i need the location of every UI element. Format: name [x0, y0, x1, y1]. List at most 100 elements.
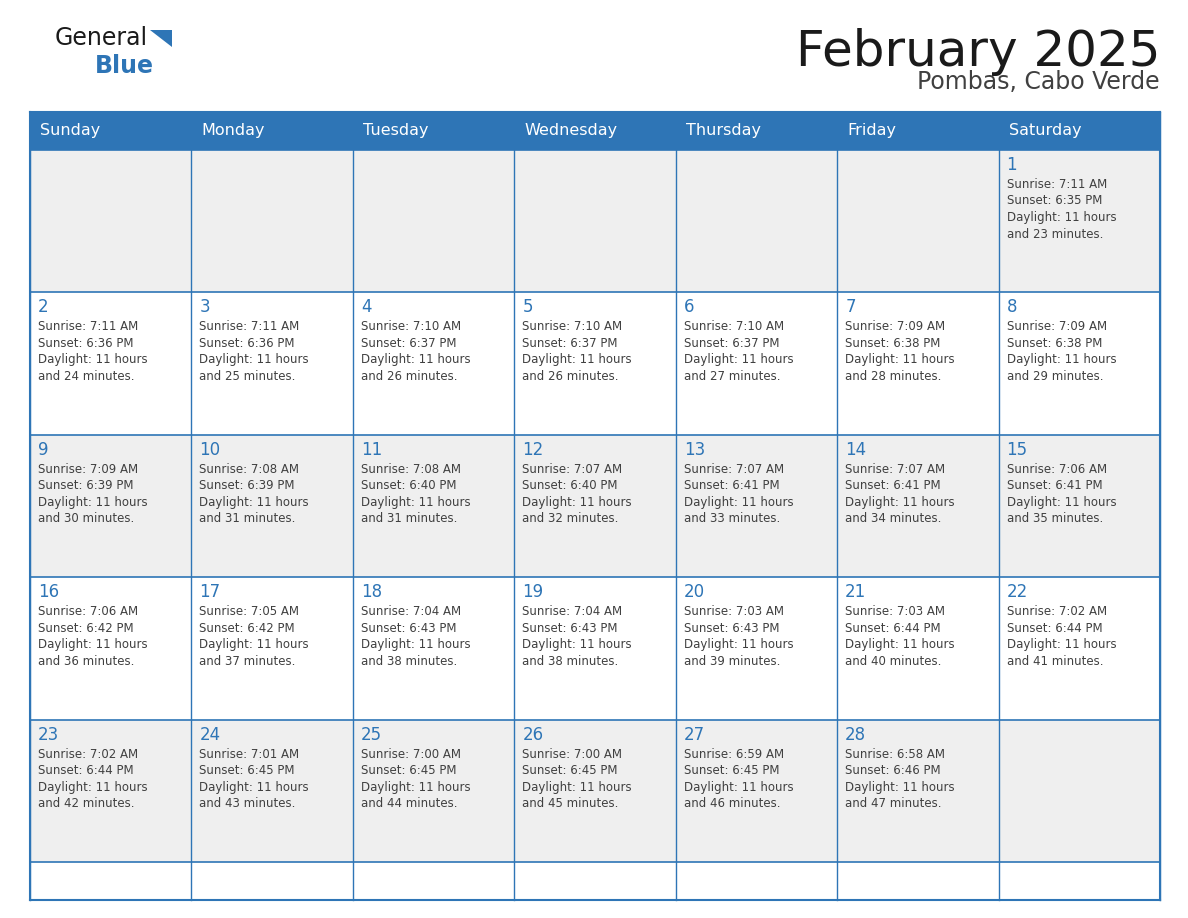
Text: and 27 minutes.: and 27 minutes. [684, 370, 781, 383]
Bar [514, 435, 676, 577]
Text: Sunrise: 7:04 AM: Sunrise: 7:04 AM [523, 605, 623, 618]
Text: Sunset: 6:46 PM: Sunset: 6:46 PM [845, 764, 941, 778]
Text: Daylight: 11 hours: Daylight: 11 hours [361, 496, 470, 509]
Bar [191, 293, 353, 435]
Bar [999, 435, 1159, 577]
Text: Sunset: 6:39 PM: Sunset: 6:39 PM [38, 479, 133, 492]
Text: 11: 11 [361, 441, 383, 459]
Text: Daylight: 11 hours: Daylight: 11 hours [845, 353, 955, 366]
Text: General: General [55, 26, 148, 50]
Bar [30, 577, 191, 720]
Bar [514, 150, 676, 293]
Text: Sunrise: 6:58 AM: Sunrise: 6:58 AM [845, 747, 946, 761]
Text: Daylight: 11 hours: Daylight: 11 hours [1006, 353, 1117, 366]
Text: Sunrise: 7:07 AM: Sunrise: 7:07 AM [523, 463, 623, 476]
Text: and 28 minutes.: and 28 minutes. [845, 370, 942, 383]
Text: 23: 23 [38, 725, 59, 744]
Text: 25: 25 [361, 725, 383, 744]
Bar [30, 720, 191, 862]
Text: Daylight: 11 hours: Daylight: 11 hours [38, 353, 147, 366]
Text: Sunrise: 7:02 AM: Sunrise: 7:02 AM [1006, 605, 1107, 618]
Bar [353, 577, 514, 720]
Text: Sunrise: 7:05 AM: Sunrise: 7:05 AM [200, 605, 299, 618]
Text: and 30 minutes.: and 30 minutes. [38, 512, 134, 525]
Text: 18: 18 [361, 583, 383, 601]
Text: Daylight: 11 hours: Daylight: 11 hours [523, 638, 632, 651]
Bar [30, 150, 191, 293]
Text: and 38 minutes.: and 38 minutes. [361, 655, 457, 667]
Text: and 31 minutes.: and 31 minutes. [361, 512, 457, 525]
Text: 2: 2 [38, 298, 49, 317]
Text: 19: 19 [523, 583, 543, 601]
Text: and 26 minutes.: and 26 minutes. [361, 370, 457, 383]
Text: Sunrise: 7:00 AM: Sunrise: 7:00 AM [361, 747, 461, 761]
Text: Sunset: 6:37 PM: Sunset: 6:37 PM [684, 337, 779, 350]
Text: 4: 4 [361, 298, 372, 317]
Bar [30, 435, 191, 577]
Text: Daylight: 11 hours: Daylight: 11 hours [845, 780, 955, 793]
Text: Daylight: 11 hours: Daylight: 11 hours [523, 780, 632, 793]
Text: 12: 12 [523, 441, 544, 459]
Text: and 33 minutes.: and 33 minutes. [684, 512, 781, 525]
Text: Sunset: 6:37 PM: Sunset: 6:37 PM [361, 337, 456, 350]
Text: Pombas, Cabo Verde: Pombas, Cabo Verde [917, 70, 1159, 94]
Bar [30, 112, 1159, 150]
Bar [838, 435, 999, 577]
Text: Sunrise: 7:09 AM: Sunrise: 7:09 AM [1006, 320, 1107, 333]
Text: Sunrise: 7:02 AM: Sunrise: 7:02 AM [38, 747, 138, 761]
Text: and 45 minutes.: and 45 minutes. [523, 797, 619, 810]
Text: and 29 minutes.: and 29 minutes. [1006, 370, 1104, 383]
Text: and 34 minutes.: and 34 minutes. [845, 512, 942, 525]
Text: 15: 15 [1006, 441, 1028, 459]
Text: 13: 13 [684, 441, 704, 459]
Text: and 35 minutes.: and 35 minutes. [1006, 512, 1102, 525]
Text: Tuesday: Tuesday [362, 124, 429, 139]
Bar [838, 293, 999, 435]
Text: Sunrise: 7:06 AM: Sunrise: 7:06 AM [1006, 463, 1107, 476]
Text: Sunset: 6:45 PM: Sunset: 6:45 PM [200, 764, 295, 778]
Text: and 38 minutes.: and 38 minutes. [523, 655, 619, 667]
Text: Daylight: 11 hours: Daylight: 11 hours [523, 496, 632, 509]
Text: 20: 20 [684, 583, 704, 601]
Text: 8: 8 [1006, 298, 1017, 317]
Bar [191, 577, 353, 720]
Text: and 26 minutes.: and 26 minutes. [523, 370, 619, 383]
Text: Sunset: 6:37 PM: Sunset: 6:37 PM [523, 337, 618, 350]
Text: Sunset: 6:40 PM: Sunset: 6:40 PM [523, 479, 618, 492]
Text: Friday: Friday [847, 124, 896, 139]
Bar [999, 720, 1159, 862]
Text: and 43 minutes.: and 43 minutes. [200, 797, 296, 810]
Text: Daylight: 11 hours: Daylight: 11 hours [845, 638, 955, 651]
Text: Sunset: 6:36 PM: Sunset: 6:36 PM [38, 337, 133, 350]
Text: Daylight: 11 hours: Daylight: 11 hours [361, 353, 470, 366]
Text: Sunset: 6:44 PM: Sunset: 6:44 PM [845, 621, 941, 634]
Text: and 47 minutes.: and 47 minutes. [845, 797, 942, 810]
Text: Sunrise: 6:59 AM: Sunrise: 6:59 AM [684, 747, 784, 761]
Text: Sunset: 6:43 PM: Sunset: 6:43 PM [361, 621, 456, 634]
Bar [353, 435, 514, 577]
Text: Daylight: 11 hours: Daylight: 11 hours [361, 780, 470, 793]
Text: Daylight: 11 hours: Daylight: 11 hours [361, 638, 470, 651]
Text: 21: 21 [845, 583, 866, 601]
Bar [191, 435, 353, 577]
Text: Blue: Blue [95, 54, 154, 78]
Text: Monday: Monday [202, 124, 265, 139]
Text: 17: 17 [200, 583, 221, 601]
Bar [676, 435, 838, 577]
Text: Sunrise: 7:00 AM: Sunrise: 7:00 AM [523, 747, 623, 761]
Text: Sunset: 6:43 PM: Sunset: 6:43 PM [523, 621, 618, 634]
Text: 10: 10 [200, 441, 221, 459]
Bar [676, 720, 838, 862]
Text: Sunrise: 7:11 AM: Sunrise: 7:11 AM [1006, 178, 1107, 191]
Text: Sunset: 6:38 PM: Sunset: 6:38 PM [845, 337, 941, 350]
Text: Daylight: 11 hours: Daylight: 11 hours [845, 496, 955, 509]
Bar [191, 150, 353, 293]
Text: 7: 7 [845, 298, 855, 317]
Text: Sunrise: 7:04 AM: Sunrise: 7:04 AM [361, 605, 461, 618]
Text: 26: 26 [523, 725, 543, 744]
Bar [191, 720, 353, 862]
Text: Sunrise: 7:10 AM: Sunrise: 7:10 AM [523, 320, 623, 333]
Text: and 39 minutes.: and 39 minutes. [684, 655, 781, 667]
Text: Daylight: 11 hours: Daylight: 11 hours [684, 496, 794, 509]
Text: Sunrise: 7:10 AM: Sunrise: 7:10 AM [361, 320, 461, 333]
